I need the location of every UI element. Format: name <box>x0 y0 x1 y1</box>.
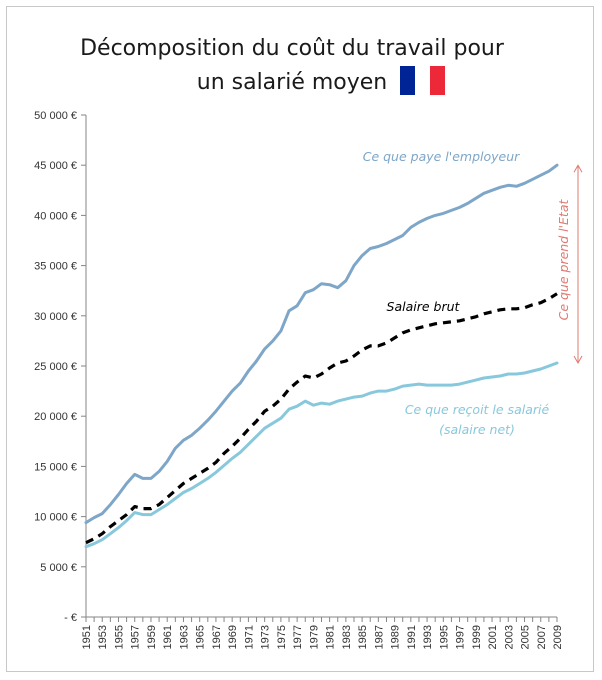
x-tick-label: 1959 <box>146 625 158 649</box>
y-tick-label: 5 000 € <box>40 562 77 574</box>
y-tick-label: - € <box>64 612 77 624</box>
x-tick-label: 1997 <box>455 625 467 649</box>
net-annotation-line1: Ce que reçoit le salarié <box>405 402 550 417</box>
state-double-arrow <box>573 164 583 364</box>
x-tick-label: 1973 <box>260 625 272 649</box>
y-tick-label: 30 000 € <box>34 311 77 323</box>
x-tick-label: 2005 <box>520 625 532 649</box>
x-tick-label: 2007 <box>536 625 548 649</box>
series-layer <box>84 163 559 549</box>
x-tick-label: 1985 <box>357 625 369 649</box>
flag-stripe <box>400 66 415 95</box>
state-annotation: Ce que prend l'Etat <box>556 199 571 321</box>
x-tick-label: 1963 <box>178 625 190 649</box>
y-tick-label: 45 000 € <box>34 160 77 172</box>
y-axis: - € 5 000 € 10 000 € 15 000 € 20 000 € 25 000… <box>34 110 87 624</box>
x-tick-label: 1979 <box>308 625 320 649</box>
x-tick-label: 1969 <box>227 625 239 649</box>
x-axis: 1951 1953 1955 1957 1959 1961 1963 1965 1967 1969… <box>81 616 564 649</box>
chart-title-line1: Décomposition du coût du travail pour <box>80 36 505 61</box>
x-tick-label: 2001 <box>487 625 499 649</box>
x-tick-label: 2009 <box>552 625 564 649</box>
y-tick-label: 25 000 € <box>34 361 77 373</box>
y-tick-label: 40 000 € <box>34 210 77 222</box>
chart-frame <box>6 6 594 672</box>
y-tick-label: 35 000 € <box>34 261 77 273</box>
x-tick-label: 1967 <box>211 625 223 649</box>
brut-annotation: Salaire brut <box>387 299 461 314</box>
x-tick-label: 1961 <box>162 625 174 649</box>
x-tick-label: 1999 <box>471 625 483 649</box>
series-line-1 <box>85 292 558 545</box>
flag-stripe <box>415 66 430 95</box>
x-tick-label: 1991 <box>406 625 418 649</box>
x-tick-label: 1955 <box>113 625 125 649</box>
employer-annotation: Ce que paye l'employeur <box>363 149 520 164</box>
french-flag-icon <box>400 66 445 95</box>
x-tick-label: 1981 <box>325 625 337 649</box>
x-tick-label: 1953 <box>97 625 109 649</box>
y-tick-label: 10 000 € <box>34 512 77 524</box>
x-tick-label: 1951 <box>81 625 93 649</box>
net-annotation-line2: (salaire net) <box>439 422 515 437</box>
x-tick-label: 1971 <box>243 625 255 649</box>
x-tick-label: 1965 <box>195 625 207 649</box>
state-arrow-head-bottom <box>573 355 583 364</box>
y-tick-label: 20 000 € <box>34 411 77 423</box>
x-tick-label: 1957 <box>130 625 142 649</box>
x-tick-label: 1975 <box>276 625 288 649</box>
x-tick-label: 1987 <box>373 625 385 649</box>
x-tick-label: 1989 <box>390 625 402 649</box>
x-tick-label: 2003 <box>503 625 515 649</box>
y-tick-label: 50 000 € <box>34 110 77 122</box>
x-tick-label: 1977 <box>292 625 304 649</box>
flag-stripe <box>430 66 445 95</box>
state-arrow-head-top <box>573 164 583 173</box>
x-tick-label: 1983 <box>341 625 353 649</box>
x-tick-label: 1995 <box>438 625 450 649</box>
series-line-2 <box>84 361 559 549</box>
y-tick-label: 15 000 € <box>34 461 77 473</box>
chart-title-line2: un salarié moyen <box>197 70 388 95</box>
x-tick-label: 1993 <box>422 625 434 649</box>
series-line-0 <box>84 163 559 525</box>
